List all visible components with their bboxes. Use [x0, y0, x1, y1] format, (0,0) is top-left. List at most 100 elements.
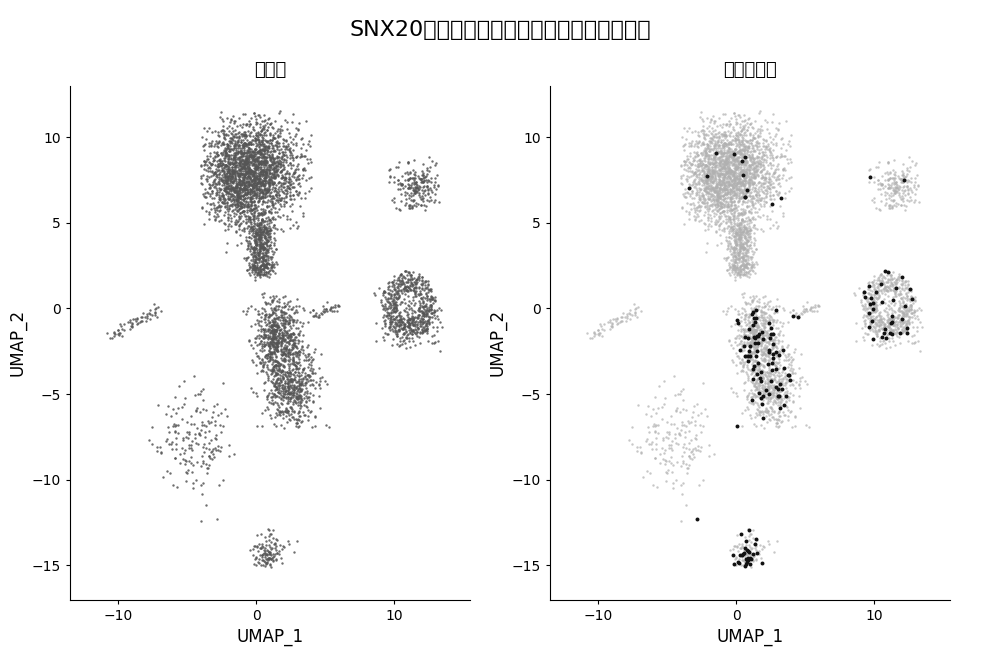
- Point: [761, 344, 777, 355]
- Point: [763, 162, 779, 173]
- Point: [262, 347, 278, 357]
- Point: [749, 403, 765, 414]
- Point: [743, 347, 759, 357]
- Point: [720, 167, 736, 177]
- Point: [774, 366, 790, 377]
- Point: [275, 391, 291, 402]
- Point: [747, 349, 763, 359]
- Point: [228, 179, 244, 190]
- Point: [225, 178, 241, 188]
- Point: [756, 360, 772, 371]
- Point: [726, 170, 742, 181]
- Point: [903, 177, 919, 187]
- Point: [907, 305, 923, 316]
- Point: [739, 170, 755, 181]
- Point: [677, 183, 693, 194]
- Point: [217, 134, 233, 144]
- Point: [251, 141, 267, 152]
- Point: [255, 254, 271, 264]
- Point: [748, 367, 764, 378]
- Point: [386, 271, 402, 281]
- Point: [251, 159, 267, 169]
- Point: [745, 320, 761, 331]
- Point: [410, 198, 426, 209]
- Point: [270, 357, 286, 368]
- Point: [776, 409, 792, 420]
- Point: [742, 167, 758, 178]
- Point: [228, 185, 244, 195]
- Point: [285, 390, 301, 401]
- Point: [239, 152, 255, 162]
- Point: [299, 393, 315, 403]
- Point: [250, 196, 266, 206]
- Point: [863, 313, 879, 324]
- Point: [234, 143, 250, 154]
- Point: [266, 337, 282, 347]
- Point: [737, 548, 753, 559]
- Point: [726, 177, 742, 188]
- Point: [737, 183, 753, 193]
- Point: [144, 438, 160, 449]
- Point: [754, 320, 770, 330]
- Point: [426, 295, 442, 306]
- Point: [285, 315, 301, 326]
- Point: [699, 238, 715, 248]
- Point: [408, 278, 424, 289]
- Point: [232, 193, 248, 204]
- Point: [717, 189, 733, 200]
- Point: [697, 156, 713, 166]
- Point: [271, 407, 287, 417]
- Point: [384, 339, 400, 350]
- Point: [282, 330, 298, 341]
- Point: [897, 275, 913, 286]
- Point: [240, 192, 256, 203]
- Point: [374, 299, 390, 310]
- Point: [732, 129, 748, 140]
- Point: [869, 330, 885, 341]
- Point: [771, 374, 787, 384]
- Point: [288, 391, 304, 402]
- Point: [228, 159, 244, 170]
- Point: [884, 201, 900, 212]
- Point: [252, 177, 268, 187]
- Point: [233, 163, 249, 173]
- Point: [294, 378, 310, 389]
- Point: [264, 553, 280, 563]
- Point: [727, 157, 743, 167]
- Point: [885, 320, 901, 330]
- Point: [725, 122, 741, 132]
- Point: [723, 196, 739, 207]
- Point: [217, 198, 233, 208]
- Point: [231, 186, 247, 196]
- Point: [765, 139, 781, 150]
- Point: [231, 131, 247, 142]
- Point: [263, 536, 279, 547]
- Point: [253, 208, 269, 218]
- Point: [220, 183, 236, 193]
- Point: [422, 300, 438, 310]
- Point: [285, 328, 301, 339]
- Point: [197, 192, 213, 202]
- Point: [783, 129, 799, 140]
- Point: [231, 140, 247, 150]
- Point: [705, 182, 721, 192]
- Point: [288, 377, 304, 387]
- Point: [259, 165, 275, 176]
- Point: [722, 189, 738, 200]
- Point: [383, 316, 399, 327]
- Point: [890, 305, 906, 316]
- Point: [745, 320, 761, 330]
- Point: [221, 168, 237, 179]
- Point: [684, 454, 700, 465]
- Point: [904, 317, 920, 328]
- Point: [271, 545, 287, 556]
- Point: [771, 330, 787, 341]
- Point: [755, 413, 771, 423]
- Point: [202, 182, 218, 192]
- Point: [756, 188, 772, 198]
- Point: [250, 213, 266, 223]
- Point: [251, 152, 267, 162]
- Point: [744, 325, 760, 335]
- Point: [741, 546, 757, 557]
- Point: [318, 420, 334, 431]
